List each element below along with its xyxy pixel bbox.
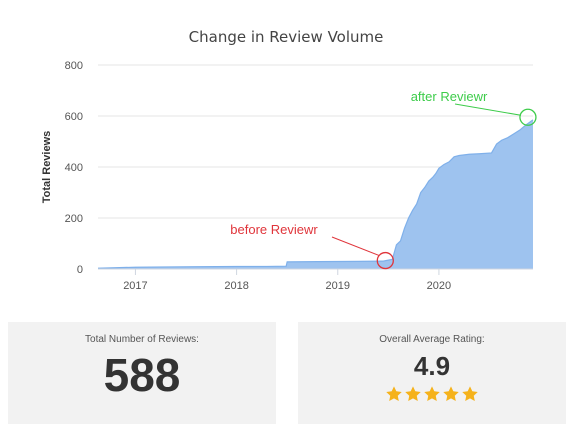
before-annotation-label: before Reviewr xyxy=(230,222,318,237)
star-icon xyxy=(462,386,478,402)
star-icon xyxy=(443,386,459,402)
review-line xyxy=(97,119,534,269)
x-tick-label: 2018 xyxy=(224,280,248,292)
before-pointer-line xyxy=(331,236,380,257)
review-volume-chart: Change in Review Volume 0 200 400 600 800 Tota… xyxy=(41,28,537,292)
x-tick-label: 2019 xyxy=(326,280,350,292)
y-tick-label: 0 xyxy=(77,264,83,276)
average-rating-label: Overall Average Rating: xyxy=(379,334,485,345)
chart-svg: Change in Review Volume 0 200 400 600 800 Tota… xyxy=(41,28,537,292)
after-marker-circle xyxy=(519,108,537,126)
y-tick-label: 400 xyxy=(65,162,83,174)
before-marker-circle xyxy=(376,251,394,270)
review-area xyxy=(98,119,533,269)
star-icon xyxy=(386,386,402,402)
y-axis-title: Total Reviews xyxy=(41,131,53,204)
after-annotation-label: after Reviewr xyxy=(411,89,488,104)
y-tick-label: 600 xyxy=(65,111,83,123)
total-reviews-label: Total Number of Reviews: xyxy=(85,334,199,345)
x-tick-label: 2020 xyxy=(427,280,451,292)
star-rating xyxy=(298,385,566,407)
star-icon xyxy=(405,386,421,402)
star-icon xyxy=(424,386,440,402)
y-tick-label: 200 xyxy=(65,213,83,225)
y-tick-label: 800 xyxy=(65,60,83,72)
average-rating-value: 4.9 xyxy=(413,351,451,381)
x-tick-label: 2017 xyxy=(123,280,147,292)
total-reviews-card: Total Number of Reviews: 588 xyxy=(8,322,276,424)
chart-title: Change in Review Volume xyxy=(189,28,384,46)
average-rating-card: Overall Average Rating: 4.9 xyxy=(298,322,566,424)
total-reviews-value: 588 xyxy=(103,349,181,401)
after-pointer-line xyxy=(454,103,522,116)
